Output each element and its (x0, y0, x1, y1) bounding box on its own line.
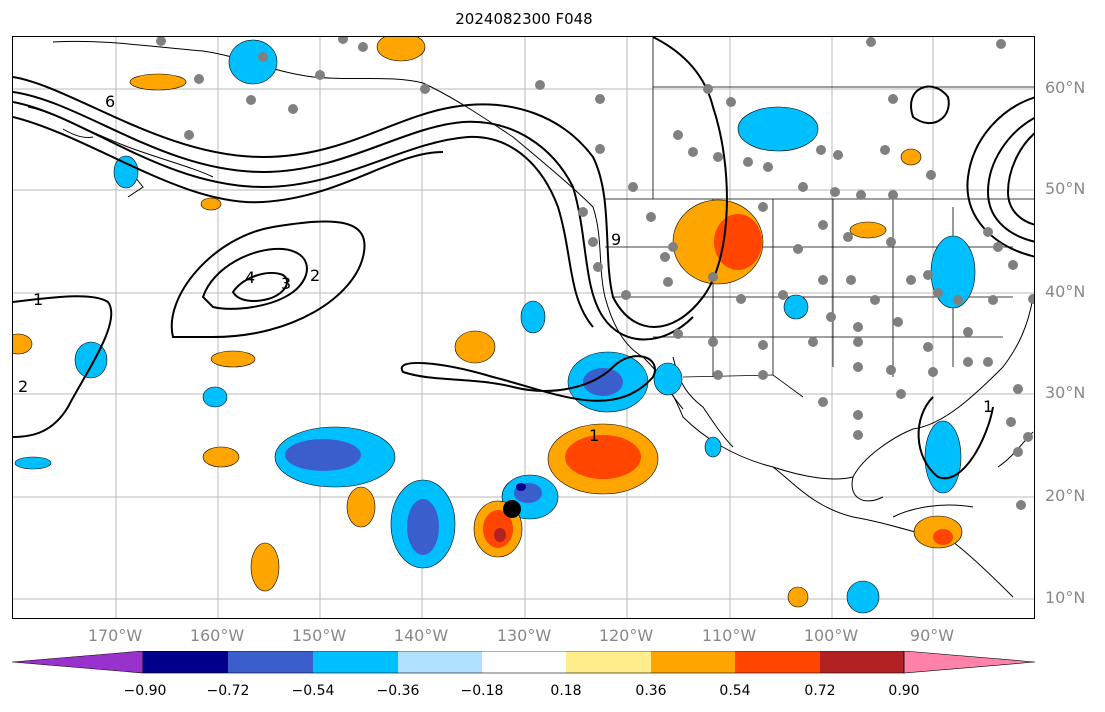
lat-label-30n: 30°N (1045, 383, 1086, 402)
chart-title: 2024082300 F048 (455, 10, 593, 28)
lon-label-120w: 120°W (598, 626, 654, 645)
contour-label: 9 (611, 230, 621, 249)
contour-label: 3 (281, 274, 291, 293)
colorbar-tick: 0.90 (888, 683, 920, 699)
lon-label-130w: 130°W (496, 626, 552, 645)
lon-label-110w: 110°W (701, 626, 757, 645)
lon-label-140w: 140°W (393, 626, 449, 645)
map-canvas: 1 2 3 4 6 1 9 2 1 (13, 37, 1034, 618)
colorbar-segment (398, 651, 482, 673)
storm-marker (503, 500, 521, 518)
colorbar-tick: −0.72 (206, 683, 250, 699)
political-borders (605, 37, 1034, 398)
colorbar (12, 651, 1036, 674)
lon-label-150w: 150°W (291, 626, 347, 645)
colorbar-tick: 0.18 (550, 683, 582, 699)
colorbar-tick: 0.54 (719, 683, 751, 699)
colorbar-tick: −0.54 (291, 683, 335, 699)
colorbar-segment (143, 651, 228, 673)
shaded-anomalies (13, 37, 976, 614)
colorbar-tick: −0.18 (460, 683, 504, 699)
contour-label: 2 (310, 266, 320, 285)
contour-label: 6 (105, 92, 115, 111)
colorbar-tick: 0.36 (635, 683, 667, 699)
contour-label: 1 (33, 290, 43, 309)
lon-label-160w: 160°W (189, 626, 245, 645)
colorbar-segment (651, 651, 735, 673)
lat-label-10n: 10°N (1045, 588, 1086, 607)
contour-label-group: 1 2 3 4 6 1 9 2 1 (18, 92, 993, 445)
colorbar-segment (228, 651, 313, 673)
lon-label-100w: 100°W (803, 626, 859, 645)
station-dots (156, 37, 1034, 510)
contour-label: 2 (18, 377, 28, 396)
colorbar-tick: 0.72 (804, 683, 836, 699)
contour-lines (13, 37, 1034, 480)
lon-label-170w: 170°W (87, 626, 143, 645)
map-panel: 1 2 3 4 6 1 9 2 1 (12, 36, 1035, 619)
colorbar-extend-right (903, 651, 1036, 674)
colorbar-extend-left (12, 651, 144, 674)
lat-label-40n: 40°N (1045, 282, 1086, 301)
lat-label-20n: 20°N (1045, 486, 1086, 505)
colorbar-tick: −0.36 (376, 683, 420, 699)
lon-label-90w: 90°W (909, 626, 955, 645)
contour-label: 1 (589, 426, 599, 445)
colorbar-segment (313, 651, 398, 673)
lat-label-50n: 50°N (1045, 179, 1086, 198)
colorbar-tick: −0.90 (123, 683, 167, 699)
colorbar-segment (820, 651, 904, 673)
colorbar-segment (735, 651, 820, 673)
colorbar-segment (566, 651, 651, 673)
lat-label-60n: 60°N (1045, 78, 1086, 97)
colorbar-segment (482, 651, 566, 673)
contour-label: 1 (983, 397, 993, 416)
contour-label: 4 (245, 268, 255, 287)
